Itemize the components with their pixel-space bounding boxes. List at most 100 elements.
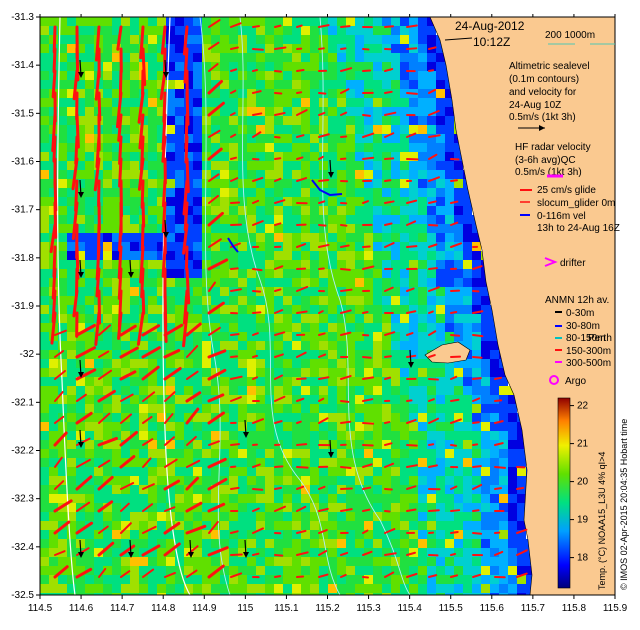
sst-cell — [175, 233, 184, 242]
sst-cell — [67, 476, 76, 485]
sst-cell — [139, 404, 148, 413]
legend-alt-arrowhead — [539, 125, 545, 131]
radar-arrow — [141, 324, 161, 337]
sst-cell — [175, 485, 184, 494]
sst-cell — [373, 413, 382, 422]
sst-cell — [283, 566, 292, 575]
sst-cell — [418, 188, 427, 197]
sst-cell — [364, 179, 373, 188]
sst-cell — [427, 251, 436, 260]
colorbar-tick-label: 20 — [577, 477, 589, 488]
sst-cell — [373, 62, 382, 71]
sst-cell — [148, 413, 157, 422]
sst-cell — [211, 242, 220, 251]
sst-cell — [238, 62, 247, 71]
sst-cell — [292, 215, 301, 224]
sst-cell — [517, 476, 526, 485]
sst-cell — [58, 449, 67, 458]
radar-arrow — [208, 173, 220, 182]
legend-anmn-title: ANMN 12h av. — [545, 295, 609, 306]
sst-cell — [274, 98, 283, 107]
sst-cell — [220, 71, 229, 80]
sst-cell — [328, 323, 337, 332]
sst-cell — [373, 296, 382, 305]
radar-arrow — [98, 412, 111, 424]
radar-arrow — [164, 436, 175, 446]
sst-cell — [373, 404, 382, 413]
sst-cell — [382, 323, 391, 332]
sst-cell — [40, 71, 49, 80]
radar-arrow — [54, 350, 65, 358]
sst-cell — [202, 233, 211, 242]
sst-cell — [292, 98, 301, 107]
sst-cell — [328, 206, 337, 215]
sst-cell — [112, 224, 121, 233]
sst-cell — [112, 62, 121, 71]
sst-cell — [256, 71, 265, 80]
radar-arrow — [252, 25, 260, 28]
sst-cell — [445, 521, 454, 530]
sst-cell — [454, 503, 463, 512]
sst-cell — [364, 224, 373, 233]
sst-cell — [337, 170, 346, 179]
sst-cell — [157, 224, 166, 233]
sst-cell — [67, 26, 76, 35]
sst-cell — [130, 287, 139, 296]
sst-cell — [526, 575, 535, 584]
legend-anmn-2: 30-80m — [566, 321, 600, 332]
sst-cell — [40, 512, 49, 521]
sst-cell — [328, 431, 337, 440]
sst-cell — [130, 341, 139, 350]
sst-cell — [121, 404, 130, 413]
sst-cell — [418, 62, 427, 71]
sst-cell — [130, 512, 139, 521]
sst-cell — [148, 116, 157, 125]
sst-cell — [463, 314, 472, 323]
radar-arrow — [450, 179, 458, 182]
sst-cell — [49, 359, 58, 368]
sst-cell — [67, 422, 76, 431]
sst-cell — [373, 539, 382, 548]
sst-cell — [175, 548, 184, 557]
radar-arrow — [252, 488, 264, 491]
sst-cell — [202, 143, 211, 152]
sst-cell — [400, 125, 409, 134]
sst-cell — [247, 44, 256, 53]
sst-cell — [166, 566, 175, 575]
sst-cell — [427, 143, 436, 152]
sst-cell — [427, 566, 436, 575]
sst-cell — [247, 305, 256, 314]
sst-cell — [346, 341, 355, 350]
sst-cell — [301, 260, 310, 269]
legend-glider: 25 cm/s glide slocum_glider 0m 0-116m ve… — [520, 185, 620, 234]
sst-cell — [418, 215, 427, 224]
radar-arrow — [185, 407, 200, 425]
sst-cell — [112, 368, 121, 377]
sst-cell — [166, 584, 175, 593]
sst-cell — [400, 224, 409, 233]
sst-cell — [193, 197, 202, 206]
sst-cell — [499, 512, 508, 521]
sst-cell — [85, 377, 94, 386]
sst-cell — [112, 89, 121, 98]
sst-cell — [130, 350, 139, 359]
sst-cell — [346, 107, 355, 116]
sst-cell — [85, 206, 94, 215]
sst-cell — [499, 539, 508, 548]
sst-cell — [436, 323, 445, 332]
sst-cell — [355, 593, 364, 595]
sst-cell — [355, 503, 364, 512]
sst-cell — [490, 350, 499, 359]
sst-cell — [76, 458, 85, 467]
radar-arrow — [516, 528, 528, 534]
sst-cell — [481, 377, 490, 386]
sst-cell — [373, 440, 382, 449]
radar-arrow — [340, 25, 351, 28]
sst-cell — [130, 35, 139, 44]
sst-cell — [58, 494, 67, 503]
sst-cell — [157, 413, 166, 422]
sst-cell — [310, 503, 319, 512]
sst-cell — [463, 494, 472, 503]
sst-cell — [58, 260, 67, 269]
radar-arrow — [450, 221, 459, 226]
